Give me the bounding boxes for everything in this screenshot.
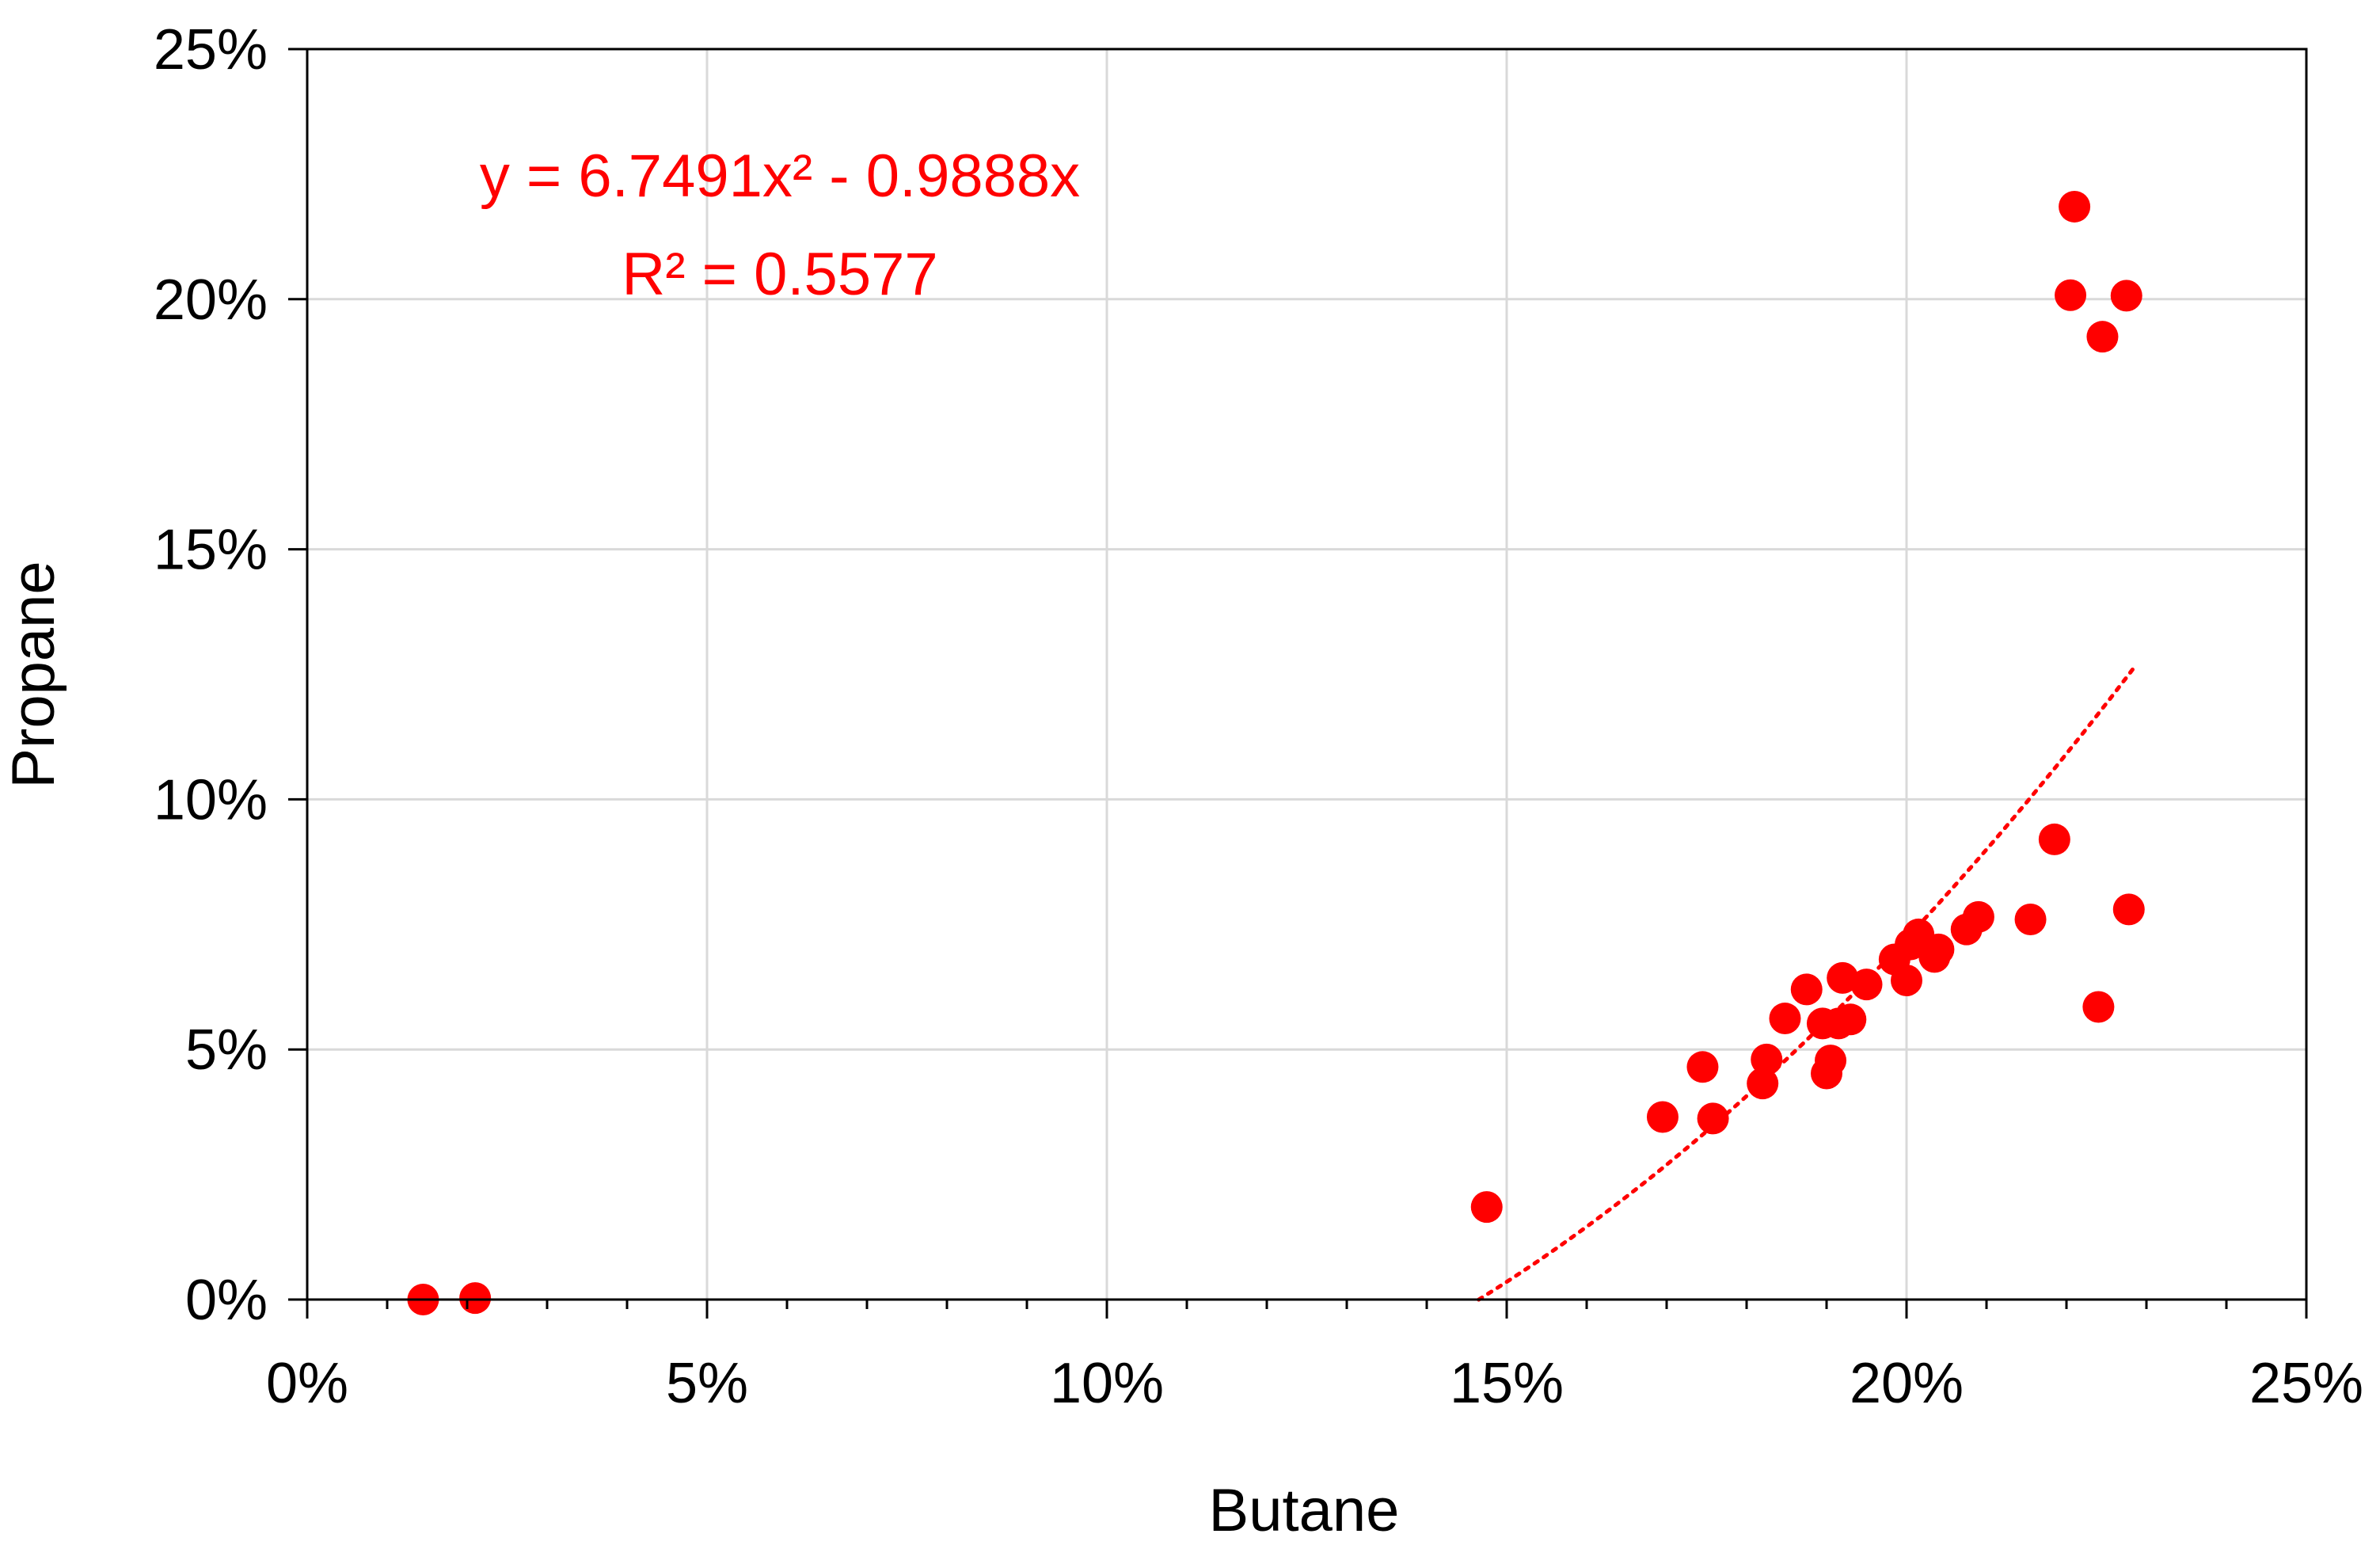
data-point — [2038, 823, 2070, 855]
data-point — [1891, 965, 1922, 997]
trendline-equation: y = 6.7491x² - 0.9888x — [480, 143, 1080, 210]
y-axis-title: Propane — [0, 561, 67, 788]
data-point — [1747, 1068, 1779, 1100]
x-tick-label: 10% — [1050, 1352, 1164, 1415]
data-point — [1834, 1003, 1867, 1036]
data-point — [2059, 190, 2091, 223]
y-tick-label: 20% — [154, 268, 268, 332]
x-tick-label: 25% — [2249, 1352, 2363, 1415]
data-point — [1922, 933, 1955, 965]
y-tick-label: 15% — [154, 519, 268, 582]
x-tick-label: 5% — [666, 1352, 748, 1415]
trendline — [1477, 664, 2137, 1302]
data-point — [1697, 1102, 1729, 1135]
trendline-r-squared: R² = 0.5577 — [622, 241, 937, 308]
data-point — [2082, 991, 2115, 1023]
y-tick-label: 10% — [154, 768, 268, 832]
data-points — [407, 190, 2145, 1315]
y-tick-label: 5% — [185, 1018, 268, 1082]
data-point — [1646, 1101, 1679, 1133]
x-tick-label: 0% — [266, 1352, 348, 1415]
data-point — [2014, 903, 2047, 935]
data-point — [1790, 973, 1823, 1006]
data-point — [1470, 1191, 1503, 1224]
data-point — [1751, 1043, 1783, 1075]
data-point — [459, 1282, 492, 1315]
data-point — [2086, 321, 2119, 353]
data-point — [2055, 279, 2087, 311]
data-point — [1827, 961, 1859, 994]
y-tick-label: 25% — [154, 18, 268, 82]
data-point — [2112, 893, 2145, 926]
x-axis-title: Butane — [1209, 1477, 1400, 1544]
data-point — [1686, 1051, 1719, 1083]
axes: 0% 5% 10% 15% 20% 25% 0% 5% 10% 15% 20% 25% — [154, 18, 2363, 1415]
data-point — [2110, 280, 2142, 312]
trendline-group — [1477, 664, 2137, 1302]
plot-area-border — [306, 48, 2308, 1301]
x-tick-label: 20% — [1850, 1352, 1964, 1415]
x-tick-label: 15% — [1450, 1352, 1564, 1415]
gridlines — [307, 49, 2306, 1300]
y-tick-label: 0% — [185, 1269, 268, 1332]
data-point — [1962, 900, 1994, 933]
data-point — [1769, 1003, 1801, 1035]
data-point — [1815, 1045, 1847, 1077]
data-point — [1850, 969, 1883, 1001]
